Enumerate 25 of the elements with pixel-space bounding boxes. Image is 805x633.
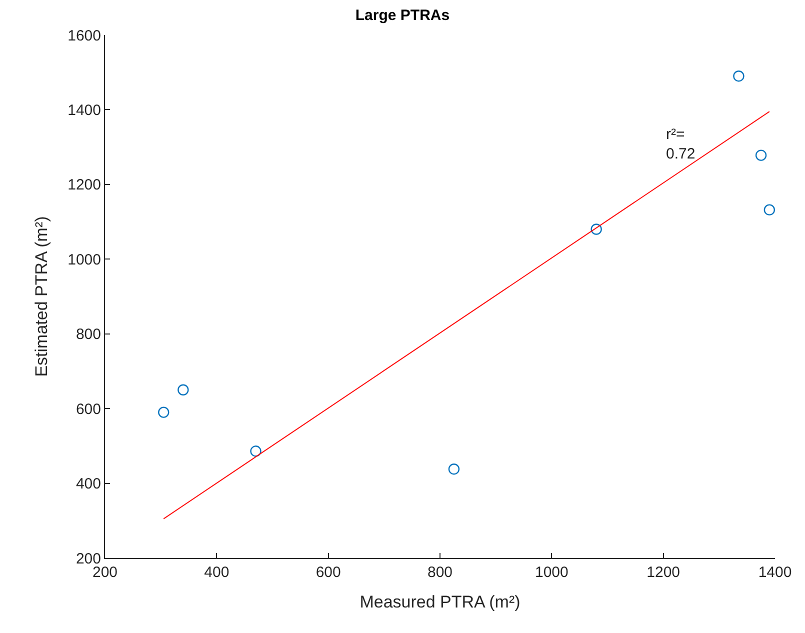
- point: [764, 204, 776, 216]
- y-tick-label: 1600: [68, 27, 101, 44]
- y-axis-title: Estimated PTRA (m²): [32, 216, 52, 377]
- x-axis-title: Measured PTRA (m²): [360, 592, 520, 612]
- y-tick-label: 800: [76, 326, 101, 344]
- x-tick-label: 800: [427, 564, 453, 581]
- point: [448, 463, 460, 475]
- point: [158, 406, 170, 418]
- x-tick-label: 400: [204, 564, 230, 581]
- y-tick-label: 1200: [68, 176, 101, 194]
- annotation: r²= 0.72: [666, 126, 696, 162]
- x-tick-label: 600: [316, 564, 341, 581]
- point: [250, 446, 262, 457]
- point: [178, 384, 189, 396]
- chart-title: Large PTRAs: [355, 6, 450, 24]
- x-tick-label: 1200: [646, 564, 680, 581]
- point: [755, 150, 767, 161]
- y-tick-label: 600: [76, 400, 101, 418]
- y-tick-label: 400: [76, 476, 101, 493]
- y-tick-label: 1400: [68, 102, 101, 119]
- point: [590, 224, 602, 235]
- x-tick-label: 1400: [758, 564, 792, 581]
- y-tick-label: 1000: [68, 251, 101, 268]
- point: [733, 70, 744, 82]
- x-tick-label: 1000: [534, 564, 568, 581]
